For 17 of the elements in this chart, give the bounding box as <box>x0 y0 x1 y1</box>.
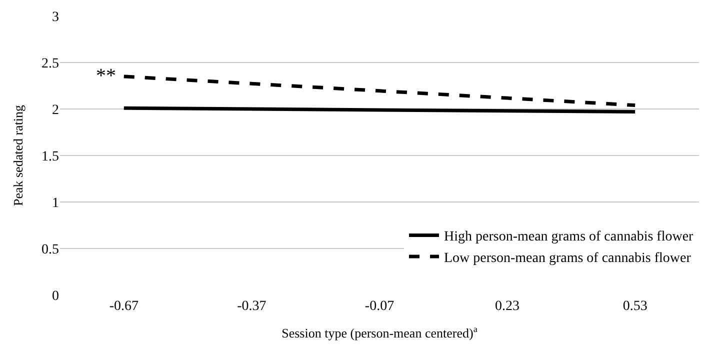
x-tick-label: -0.07 <box>364 299 394 314</box>
x-tick-label: -0.37 <box>237 299 266 314</box>
y-tick-label: 2 <box>52 102 59 118</box>
x-tick-label: 0.53 <box>622 299 648 314</box>
x-axis-title: Session type (person-mean centered)$^{a}$ <box>282 324 478 341</box>
y-tick-label: 2.5 <box>42 56 59 72</box>
y-tick-label: 3 <box>52 10 59 25</box>
x-tick-label: 0.23 <box>495 299 520 314</box>
x-tick-label: -0.67 <box>109 299 138 314</box>
y-tick-label: 0.5 <box>42 242 59 258</box>
y-tick-label: 1.5 <box>42 149 59 164</box>
legend-label: High person-mean grams of cannabis flower <box>444 230 694 245</box>
y-tick-label: 0 <box>52 288 59 304</box>
y-tick-label: 1 <box>52 196 59 211</box>
legend-label: Low person-mean grams of cannabis flower <box>444 250 692 266</box>
annotation: ** <box>96 65 116 87</box>
y-axis-title: Peak sedated rating <box>10 104 26 206</box>
